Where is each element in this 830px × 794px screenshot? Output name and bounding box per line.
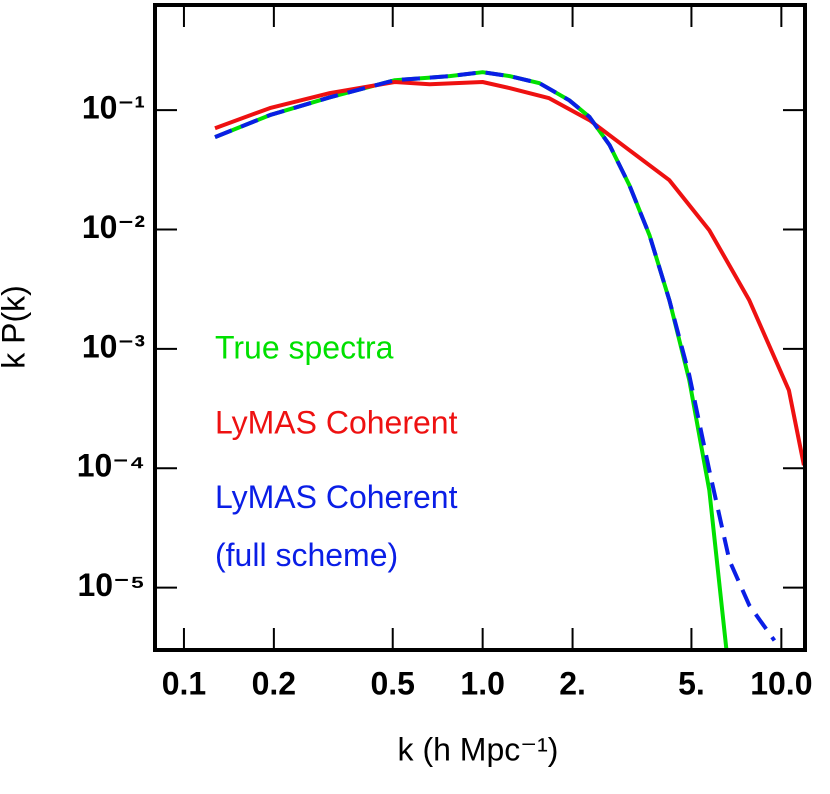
y-tick-label: 10⁻¹ <box>82 90 145 126</box>
plot-frame <box>153 3 807 652</box>
x-tick-label: 0.2 <box>252 665 296 701</box>
x-tick-label: 1.0 <box>460 665 504 701</box>
x-tick-label: 5. <box>678 665 705 701</box>
legend-entry: LyMAS Coherent (full scheme) <box>215 479 466 573</box>
legend-entry: LyMAS Coherent <box>215 404 458 440</box>
y-axis-label: k P(k) <box>0 285 31 369</box>
x-tick-label: 2. <box>559 665 586 701</box>
plot-area <box>214 70 805 650</box>
x-tick-label: 0.5 <box>370 665 414 701</box>
legend-entry: True spectra <box>215 329 394 365</box>
y-tick-label: 10⁻³ <box>82 328 145 364</box>
y-tick-label: 10⁻⁴ <box>77 448 145 484</box>
y-tick-label: 10⁻⁵ <box>77 567 145 603</box>
x-tick-label: 0.1 <box>162 665 206 701</box>
series-line <box>214 70 777 642</box>
y-tick-label: 10⁻² <box>82 209 145 245</box>
x-axis-label: k (h Mpc⁻¹) <box>398 731 559 767</box>
series-line <box>214 80 805 466</box>
x-tick-label: 10.0 <box>750 665 812 701</box>
